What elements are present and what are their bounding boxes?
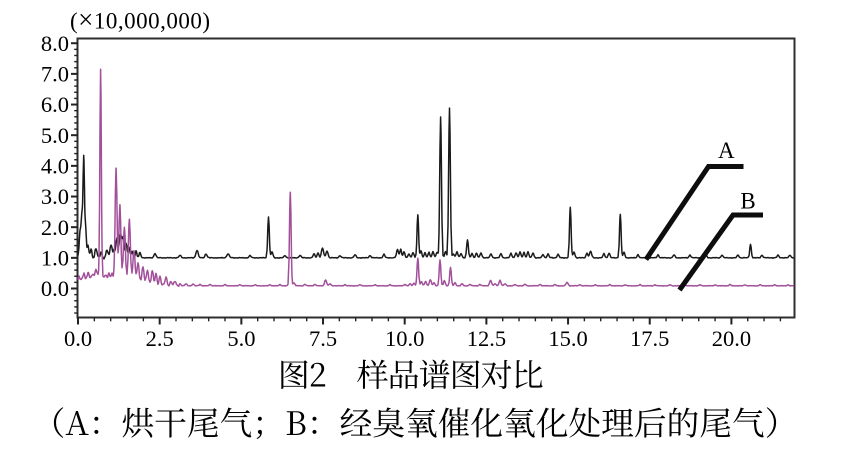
svg-text:2.5: 2.5 xyxy=(146,326,174,351)
svg-text:10.0: 10.0 xyxy=(385,326,424,351)
svg-text:3.0: 3.0 xyxy=(41,184,69,209)
svg-text:12.5: 12.5 xyxy=(467,326,506,351)
svg-text:1.0: 1.0 xyxy=(41,245,69,270)
svg-text:6.0: 6.0 xyxy=(41,92,69,117)
svg-text:4.0: 4.0 xyxy=(41,154,69,179)
svg-text:8.0: 8.0 xyxy=(41,31,69,56)
svg-text:15.0: 15.0 xyxy=(548,326,587,351)
svg-text:5.0: 5.0 xyxy=(41,123,69,148)
svg-text:5.0: 5.0 xyxy=(227,326,255,351)
svg-text:A: A xyxy=(718,138,735,163)
svg-text:17.5: 17.5 xyxy=(630,326,669,351)
svg-text:B: B xyxy=(740,189,755,214)
svg-text:20.0: 20.0 xyxy=(712,326,751,351)
svg-text:7.5: 7.5 xyxy=(309,326,337,351)
svg-text:0.0: 0.0 xyxy=(41,276,69,301)
svg-text:0.0: 0.0 xyxy=(64,326,92,351)
svg-text:7.0: 7.0 xyxy=(41,62,69,87)
svg-text:(×10,000,000): (×10,000,000) xyxy=(70,5,211,35)
svg-text:2.0: 2.0 xyxy=(41,215,69,240)
